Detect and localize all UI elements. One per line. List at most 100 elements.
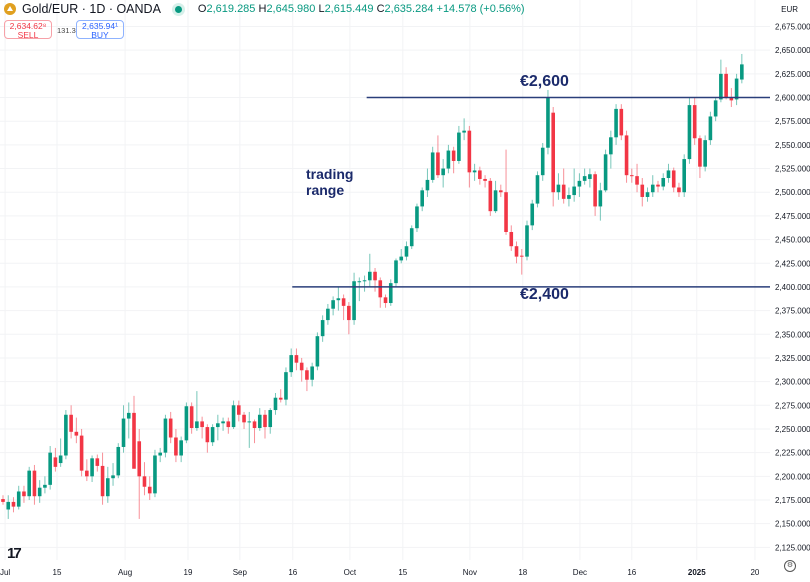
candle-up (525, 220, 529, 261)
candle-up (577, 173, 582, 197)
candle-body (724, 73, 728, 98)
candle-body (383, 297, 388, 304)
candle-down (677, 182, 681, 197)
settings-gear-icon[interactable]: ⚙ (784, 560, 796, 572)
candle-down (74, 417, 79, 444)
currency-label[interactable]: EUR (781, 5, 798, 14)
candle-down (205, 424, 210, 453)
candle-body (69, 414, 73, 432)
candle-body (273, 397, 278, 411)
candle-body (247, 421, 252, 423)
candle-body (58, 455, 63, 464)
buy-button[interactable]: 2,635.94¹ BUY (76, 20, 124, 40)
candle-up (614, 104, 618, 145)
candle-body (388, 283, 393, 304)
candle-up (572, 168, 576, 202)
x-tick-label: 15 (53, 568, 62, 577)
candle-up (273, 392, 278, 415)
candle-body (394, 260, 398, 284)
candle-body (368, 271, 372, 281)
candle-body (650, 184, 655, 193)
candle-down (499, 184, 503, 197)
candle-up (90, 455, 94, 483)
candle-down (305, 367, 309, 392)
candle-down (378, 277, 383, 308)
candle-body (577, 180, 582, 187)
candle-body (168, 418, 173, 438)
candle-up (535, 171, 540, 208)
candle-down (383, 294, 388, 308)
candle-body (121, 418, 126, 447)
candle-body (561, 184, 566, 199)
y-tick-label: 2,275.000 (775, 401, 810, 410)
candle-up (457, 125, 461, 164)
buy-price: 2,635.94¹ (82, 21, 118, 31)
candle-body (179, 440, 183, 456)
candle-body (671, 170, 676, 188)
candle-up (221, 417, 225, 431)
x-tick-label: Jul (0, 568, 10, 577)
candle-down (95, 454, 100, 472)
candle-body (656, 184, 660, 187)
x-tick-label: 2025 (688, 568, 706, 577)
candle-body (200, 421, 204, 428)
candle-down (624, 130, 629, 183)
candle-body (504, 192, 508, 232)
candle-body (488, 180, 493, 212)
candle-body (257, 414, 262, 429)
candle-body (719, 73, 723, 100)
x-tick-label: 16 (288, 568, 297, 577)
candle-down (504, 149, 508, 235)
candle-up (289, 348, 293, 377)
candle-up (603, 149, 608, 193)
candle-up (713, 97, 718, 122)
candle-up (158, 447, 162, 463)
candle-up (310, 362, 314, 387)
change-value: +14.578 (+0.56%) (436, 3, 525, 15)
candle-body (467, 130, 472, 173)
candle-body (687, 105, 692, 160)
candle-down (373, 267, 377, 292)
close-label: C (376, 3, 385, 15)
candle-body (409, 228, 414, 247)
candle-up (703, 135, 707, 172)
candle-body (226, 421, 231, 428)
candle-body (462, 130, 466, 133)
candle-up (315, 332, 320, 371)
symbol-title[interactable]: Gold/EUR · 1D · OANDA (22, 2, 161, 16)
candle-body (347, 305, 351, 321)
sell-button[interactable]: 2,634.62⁸ SELL (4, 20, 52, 40)
candle-down (451, 146, 456, 174)
y-tick-label: 2,575.000 (775, 117, 810, 126)
candle-up (682, 154, 686, 197)
candle-up (48, 446, 52, 490)
y-tick-label: 2,400.000 (775, 283, 810, 292)
candle-up (179, 436, 183, 463)
candle-body (242, 414, 246, 423)
y-tick-label: 2,450.000 (775, 236, 810, 245)
candle-up (472, 163, 477, 181)
candle-up (567, 187, 571, 207)
buy-label: BUY (91, 30, 109, 40)
candle-body (582, 176, 587, 181)
candle-body (572, 186, 576, 196)
candle-body (320, 320, 325, 337)
candle-body (624, 135, 629, 176)
candle-down (137, 428, 142, 519)
candle-body (11, 501, 16, 507)
tradingview-logo[interactable]: 17 (7, 545, 22, 562)
candle-down (509, 225, 514, 251)
candle-down (724, 67, 728, 100)
candle-body (95, 458, 100, 466)
candle-body (546, 97, 550, 148)
candle-up (195, 391, 199, 431)
x-tick-label: Nov (463, 568, 477, 577)
symbol-header: Gold/EUR · 1D · OANDA O2,619.285 H2,645.… (4, 2, 525, 16)
candle-body (614, 108, 618, 138)
candle-up (588, 168, 592, 188)
candle-down (619, 104, 624, 141)
candle-body (509, 231, 514, 247)
candle-body (483, 178, 487, 181)
y-tick-label: 2,250.000 (775, 425, 810, 434)
